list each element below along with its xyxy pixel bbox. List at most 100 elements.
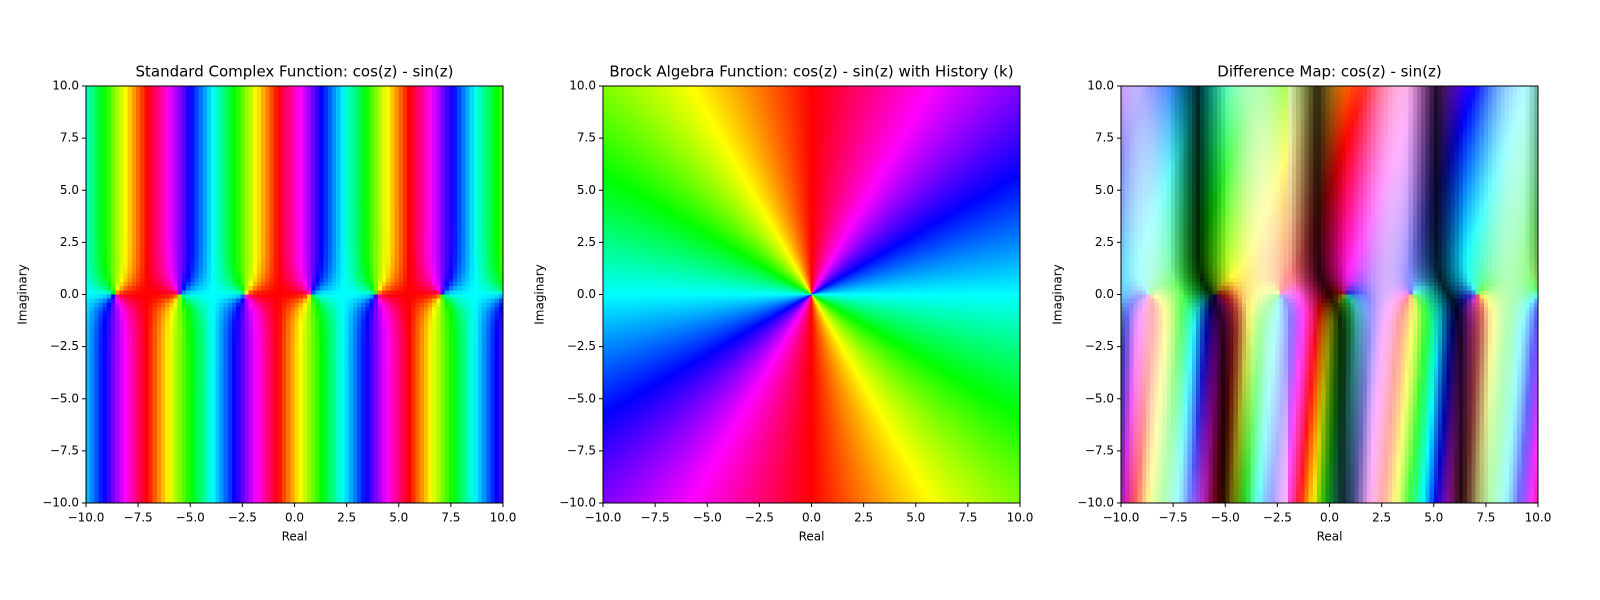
pixel bbox=[202, 98, 208, 104]
pixel bbox=[269, 156, 275, 162]
pixel bbox=[106, 90, 112, 95]
pixel bbox=[448, 286, 454, 291]
pixel bbox=[444, 286, 450, 291]
pixel bbox=[211, 211, 216, 216]
pixel bbox=[173, 290, 179, 296]
pixel bbox=[161, 186, 166, 191]
pixel bbox=[286, 277, 291, 283]
pixel bbox=[465, 252, 471, 258]
pixel bbox=[327, 102, 333, 108]
pixel bbox=[494, 98, 500, 104]
pixel bbox=[190, 261, 196, 266]
pixel bbox=[415, 219, 421, 225]
pixel bbox=[369, 215, 375, 221]
pixel bbox=[486, 98, 492, 104]
pixel bbox=[198, 161, 204, 166]
pixel bbox=[423, 273, 429, 279]
pixel bbox=[173, 265, 179, 271]
pixel bbox=[407, 173, 412, 179]
pixel bbox=[448, 273, 454, 279]
pixel bbox=[327, 152, 333, 158]
pixel bbox=[477, 173, 483, 179]
pixel bbox=[498, 273, 504, 279]
pixel bbox=[319, 256, 325, 262]
pixel bbox=[436, 223, 442, 229]
pixel bbox=[402, 186, 408, 191]
pixel bbox=[152, 102, 158, 108]
pixel bbox=[373, 240, 379, 246]
pixel bbox=[469, 231, 475, 237]
pixel bbox=[115, 98, 120, 104]
pixel bbox=[423, 248, 429, 254]
pixel bbox=[440, 248, 446, 254]
pixel bbox=[136, 123, 141, 129]
pixel bbox=[319, 206, 325, 212]
pixel bbox=[273, 131, 279, 137]
pixel bbox=[315, 86, 321, 91]
pixel bbox=[407, 119, 412, 125]
pixel bbox=[344, 227, 350, 233]
pixel bbox=[94, 231, 100, 237]
pixel bbox=[227, 211, 233, 216]
pixel bbox=[294, 277, 300, 283]
pixel bbox=[448, 190, 454, 196]
pixel bbox=[344, 127, 350, 133]
pixel bbox=[398, 269, 404, 275]
pixel bbox=[165, 231, 170, 237]
pixel bbox=[448, 186, 454, 191]
pixel bbox=[261, 169, 266, 175]
pixel bbox=[348, 286, 354, 291]
pixel bbox=[319, 265, 325, 271]
pixel bbox=[140, 119, 145, 125]
pixel bbox=[286, 236, 291, 241]
pixel bbox=[202, 106, 208, 112]
pixel bbox=[90, 102, 95, 108]
pixel bbox=[473, 173, 479, 179]
pixel bbox=[206, 269, 212, 275]
pixel bbox=[427, 136, 433, 141]
pixel bbox=[223, 140, 229, 145]
pixel bbox=[369, 261, 375, 266]
pixel bbox=[307, 131, 312, 137]
pixel bbox=[365, 194, 371, 200]
pixel bbox=[194, 281, 200, 287]
pixel bbox=[357, 198, 362, 204]
pixel bbox=[269, 219, 275, 225]
pixel bbox=[165, 148, 170, 154]
pixel bbox=[482, 111, 487, 116]
pixel bbox=[390, 240, 396, 246]
pixel bbox=[315, 273, 321, 279]
pixel bbox=[323, 256, 329, 262]
pixel bbox=[448, 281, 454, 287]
pixel bbox=[290, 169, 296, 175]
pixel bbox=[415, 161, 421, 166]
pixel bbox=[307, 106, 312, 112]
pixel bbox=[315, 211, 321, 216]
pixel bbox=[136, 94, 141, 100]
pixel bbox=[186, 277, 191, 283]
pixel bbox=[365, 190, 371, 196]
pixel bbox=[302, 165, 308, 170]
pixel bbox=[390, 181, 396, 187]
pixel bbox=[486, 281, 492, 287]
pixel bbox=[423, 148, 429, 154]
pixel bbox=[327, 131, 333, 137]
pixel bbox=[286, 165, 291, 170]
pixel bbox=[248, 148, 254, 154]
pixel bbox=[194, 273, 200, 279]
pixel bbox=[315, 290, 321, 296]
pixel bbox=[94, 156, 100, 162]
pixel bbox=[90, 286, 95, 291]
pixel bbox=[123, 86, 129, 91]
pixel bbox=[115, 273, 120, 279]
pixel bbox=[231, 236, 237, 241]
pixel bbox=[215, 181, 221, 187]
pixel bbox=[352, 140, 358, 145]
pixel bbox=[140, 102, 145, 108]
pixel bbox=[269, 144, 275, 150]
pixel bbox=[336, 198, 341, 204]
pixel bbox=[286, 244, 291, 250]
pixel bbox=[327, 177, 333, 183]
pixel bbox=[94, 198, 100, 204]
pixel bbox=[202, 127, 208, 133]
